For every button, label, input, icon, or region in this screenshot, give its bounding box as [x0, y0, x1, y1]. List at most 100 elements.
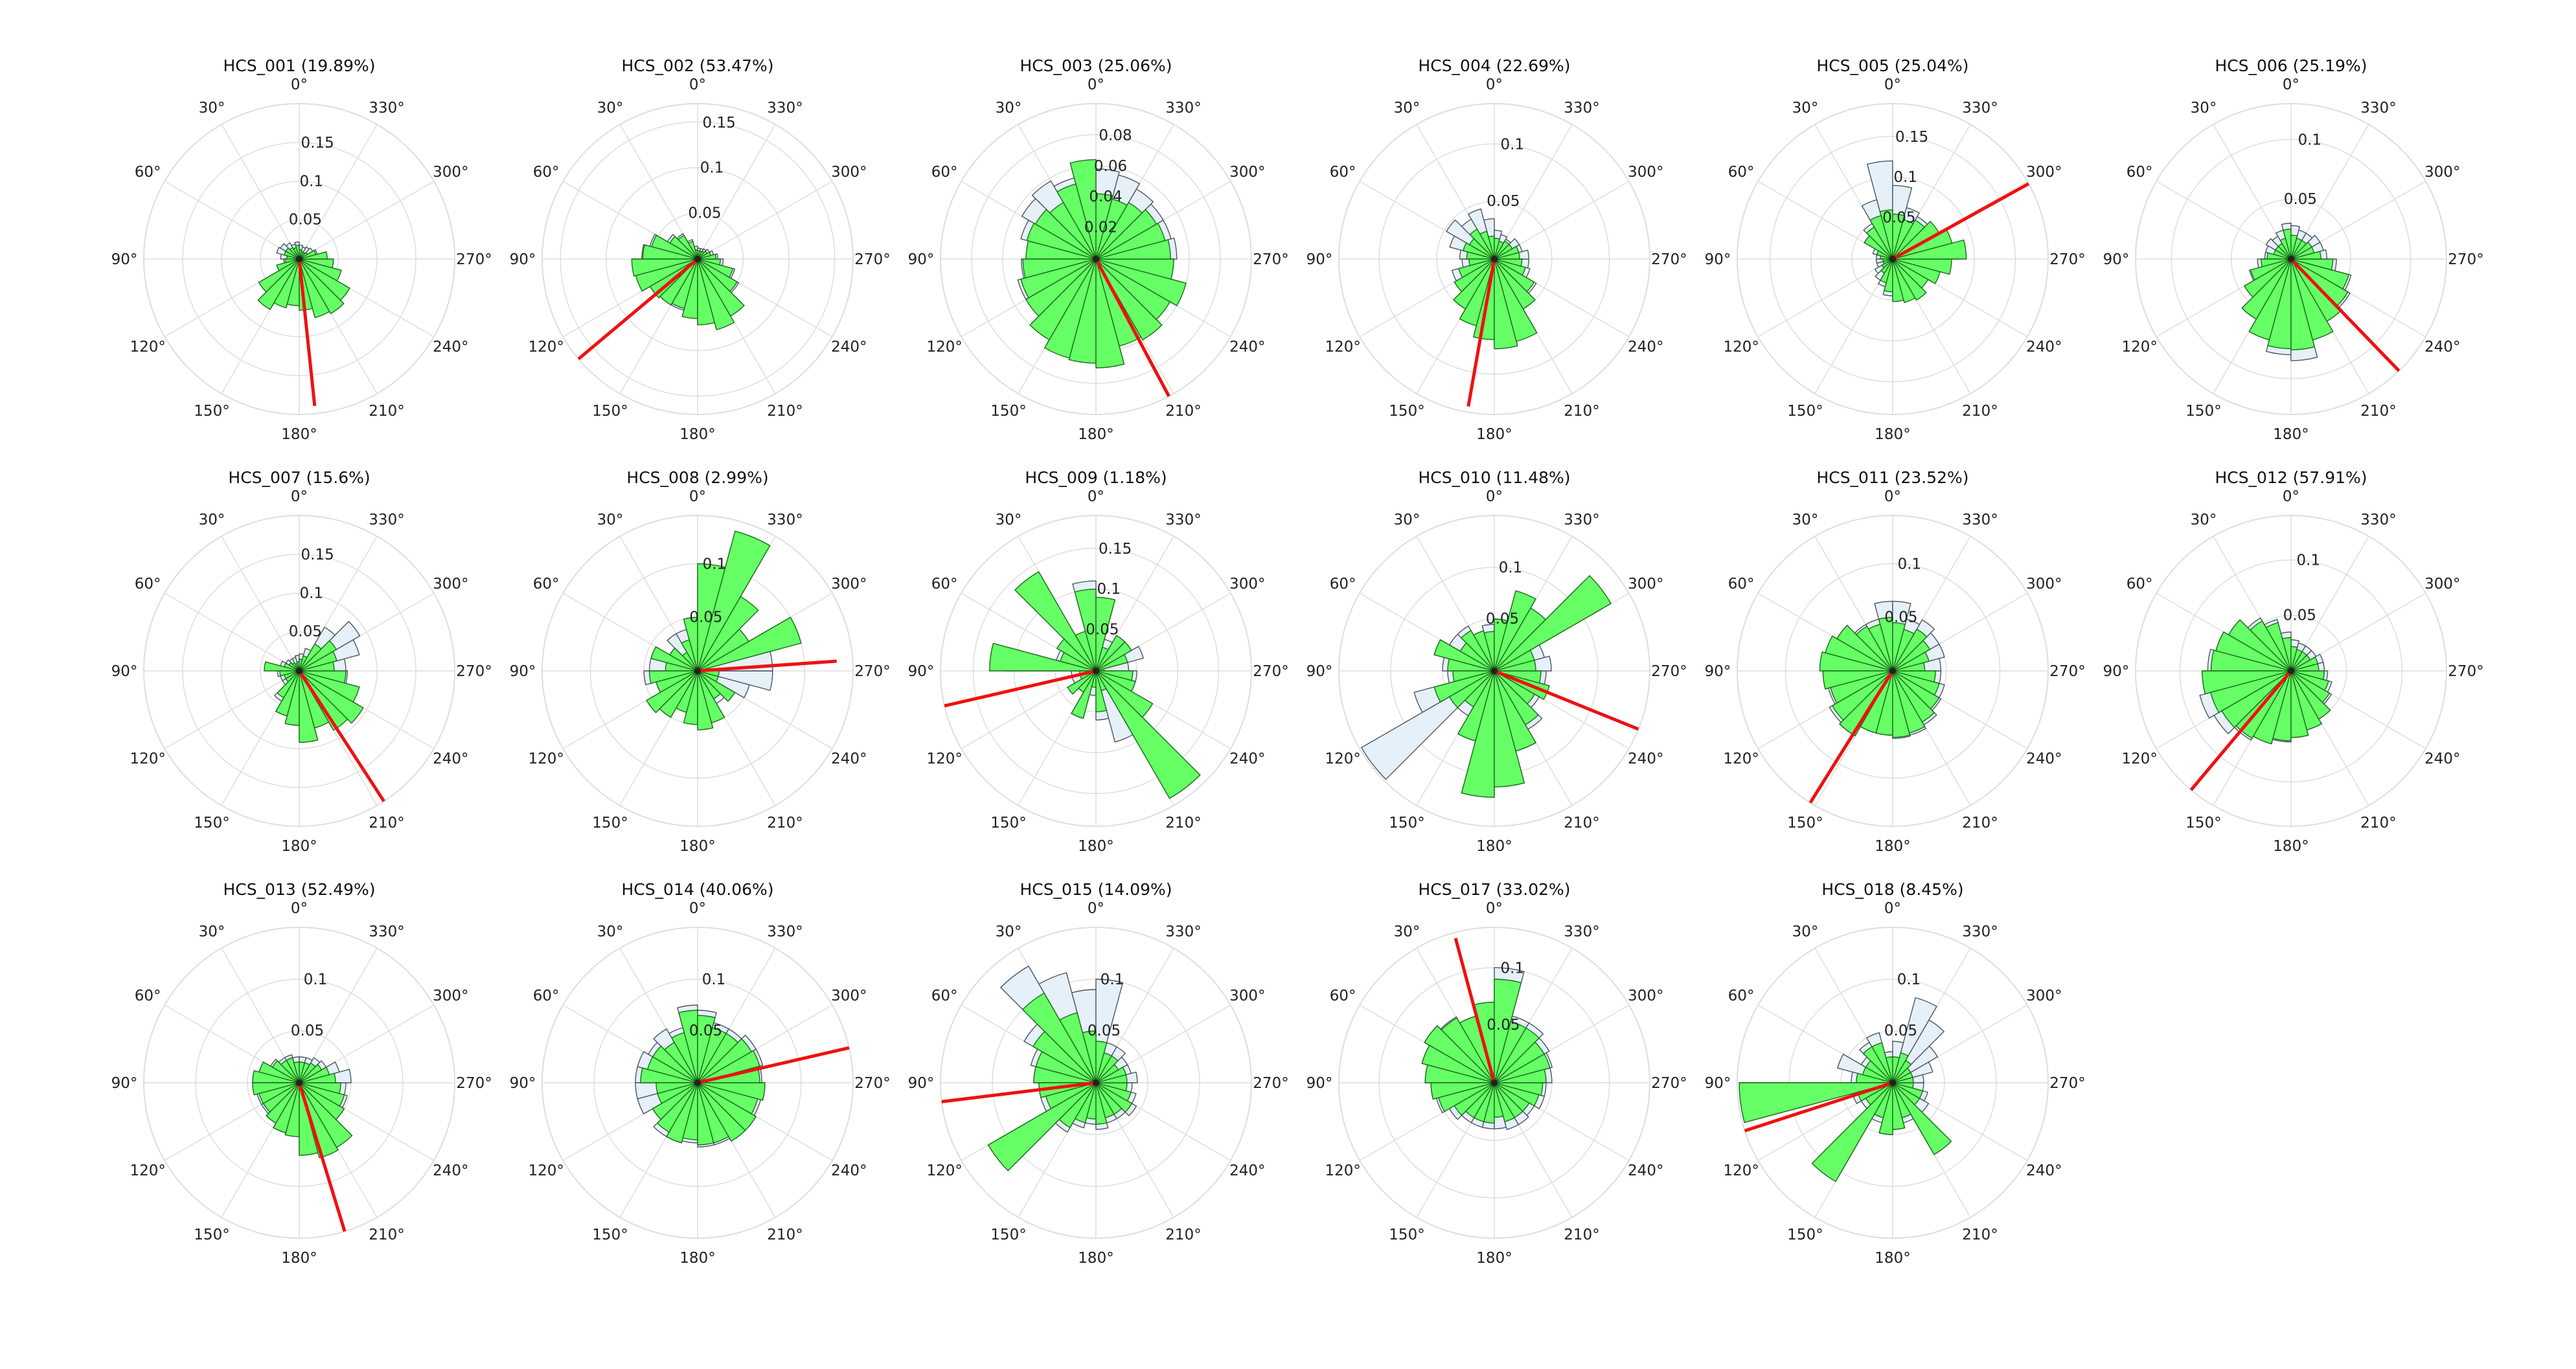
theta-tick-label: 240°: [433, 1162, 468, 1179]
theta-tick-label: 30°: [199, 512, 225, 528]
theta-tick-label: 300°: [433, 164, 468, 181]
mean-direction-line: [697, 1046, 850, 1085]
primary-bar: [1056, 183, 1097, 260]
primary-bar: [1892, 670, 1935, 723]
primary-bar: [2290, 258, 2334, 341]
mean-direction-line: [297, 258, 317, 407]
theta-tick-label: 0°: [1884, 76, 1901, 93]
primary-bar: [299, 640, 337, 672]
mean-direction-line: [1466, 258, 1496, 407]
panel-title: HCS_014 (40.06%): [621, 880, 773, 899]
primary-bar: [2290, 646, 2298, 672]
center-dot: [1491, 1080, 1498, 1086]
panel-title: HCS_010 (11.48%): [1418, 468, 1570, 487]
theta-tick-label: 0°: [291, 900, 308, 917]
theta-tick-label: 180°: [1476, 426, 1512, 443]
theta-tick-label: 330°: [369, 923, 404, 940]
center-dot: [296, 1080, 302, 1086]
primary-bar: [1095, 209, 1157, 260]
primary-bar: [2290, 670, 2331, 703]
center-dot: [694, 1080, 701, 1086]
theta-tick-label: 0°: [1486, 900, 1503, 917]
theta-tick-label: 210°: [1962, 815, 1998, 832]
primary-bar: [1424, 1025, 1495, 1083]
theta-tick-label: 120°: [1325, 339, 1360, 356]
radial-ring: [2179, 559, 2403, 783]
rose-panel-16: 0.05 0.1 0° 30° 60° 90° 120° 150° 180° 210° 240° 27…: [1306, 880, 1687, 1267]
theta-tick-label: 300°: [1628, 576, 1663, 593]
theta-tick-label: 90°: [1306, 663, 1333, 680]
primary-bar: [646, 670, 698, 714]
primary-bar: [671, 1032, 698, 1083]
theta-tick-label: 0°: [291, 488, 308, 505]
primary-bar: [1447, 658, 1495, 672]
theta-tick-label: 30°: [597, 512, 624, 528]
theta-tick-label: 30°: [996, 923, 1022, 940]
theta-tick-label: 210°: [1165, 1227, 1201, 1243]
primary-bar: [1494, 258, 1523, 267]
theta-tick-label: 330°: [1962, 923, 1998, 940]
radial-gridline: [697, 181, 833, 260]
primary-bar: [1095, 258, 1163, 341]
theta-tick-label: 60°: [931, 576, 958, 593]
theta-tick-label: 30°: [996, 512, 1022, 528]
radial-tick-label: 0.05: [1882, 210, 1915, 227]
theta-tick-label: 30°: [1792, 100, 1819, 117]
primary-bar: [1892, 1052, 1909, 1083]
theta-tick-label: 30°: [199, 100, 225, 117]
primary-bar: [697, 258, 735, 330]
radial-ring: [221, 181, 378, 337]
panel-title: HCS_007 (15.6%): [228, 468, 370, 487]
primary-bar: [697, 258, 738, 292]
theta-tick-label: 150°: [592, 815, 628, 832]
primary-bar: [299, 258, 345, 315]
theta-tick-label: 300°: [831, 988, 867, 1004]
theta-tick-label: 60°: [931, 164, 958, 181]
primary-bar: [2290, 670, 2331, 720]
radial-ring: [606, 167, 790, 351]
panel-title: HCS_003 (25.06%): [1020, 56, 1172, 75]
theta-tick-label: 210°: [767, 1227, 803, 1243]
theta-tick-label: 60°: [1330, 988, 1356, 1004]
primary-bar: [1862, 1046, 1893, 1083]
radial-tick-label: 0.1: [1898, 556, 1922, 573]
theta-tick-label: 210°: [1165, 815, 1201, 832]
primary-bar: [1021, 992, 1097, 1083]
radial-ring: [182, 142, 416, 376]
theta-tick-label: 60°: [1330, 576, 1356, 593]
primary-bar: [2252, 670, 2292, 745]
radial-tick-label: 0.05: [1884, 609, 1917, 626]
center-dot: [1093, 256, 1099, 262]
theta-tick-label: 270°: [1651, 1075, 1687, 1092]
primary-bar: [1433, 639, 1495, 672]
theta-tick-label: 150°: [990, 1227, 1026, 1243]
theta-tick-label: 90°: [510, 251, 536, 268]
theta-tick-label: 240°: [2026, 339, 2062, 356]
radial-tick-label: 0.05: [2283, 607, 2316, 624]
radial-tick-label: 0.1: [1097, 581, 1121, 598]
mean-direction-line: [1744, 1081, 1893, 1133]
radial-ring: [593, 979, 802, 1187]
theta-tick-label: 210°: [2360, 815, 2396, 832]
theta-tick-label: 30°: [597, 100, 624, 117]
primary-bar: [299, 670, 347, 684]
primary-bar: [299, 1082, 353, 1148]
theta-tick-label: 240°: [1628, 339, 1663, 356]
theta-tick-label: 270°: [2049, 1075, 2085, 1092]
theta-tick-label: 30°: [199, 923, 225, 940]
radial-tick-label: 0.05: [689, 1023, 722, 1039]
mean-direction-line: [1891, 182, 2030, 261]
primary-bar: [1892, 1056, 1900, 1083]
theta-tick-label: 150°: [1787, 1227, 1823, 1243]
mean-direction-line: [941, 1081, 1097, 1103]
panel-title: HCS_013 (52.49%): [223, 880, 375, 899]
theta-tick-label: 330°: [1962, 100, 1998, 117]
theta-tick-label: 120°: [926, 339, 962, 356]
rose-panel-14: 0.05 0.1 0° 30° 60° 90° 120° 150° 180° 210° 240° 27…: [510, 880, 891, 1267]
theta-tick-label: 330°: [1962, 512, 1998, 528]
panel-title: HCS_018 (8.45%): [1821, 880, 1963, 899]
theta-tick-label: 0°: [1486, 76, 1503, 93]
theta-tick-label: 150°: [194, 815, 229, 832]
primary-bar: [1892, 219, 1926, 260]
theta-tick-label: 30°: [1792, 512, 1819, 528]
